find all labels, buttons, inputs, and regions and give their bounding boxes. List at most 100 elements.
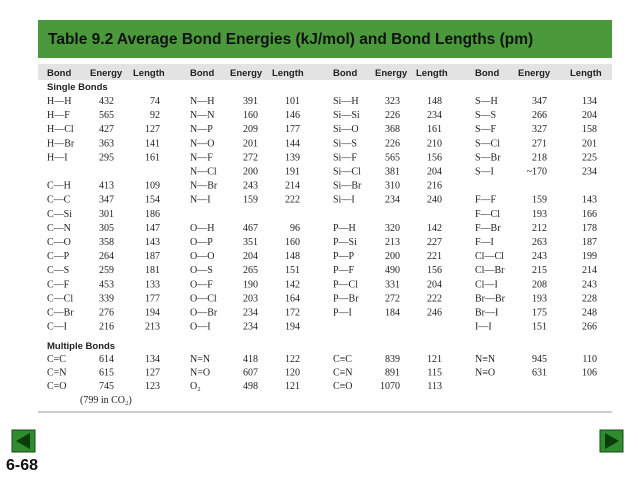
next-button[interactable] xyxy=(599,429,624,453)
length: 92 xyxy=(150,110,160,121)
length: 96 xyxy=(290,223,300,234)
bond: O—H xyxy=(190,223,214,234)
energy: 160 xyxy=(243,110,258,121)
length: 161 xyxy=(427,124,442,135)
length: 147 xyxy=(145,223,160,234)
prev-arrow[interactable] xyxy=(16,433,30,449)
energy: 339 xyxy=(99,293,114,304)
bond: P—P xyxy=(333,251,355,262)
bond: P—H xyxy=(333,223,356,234)
bond: F—Br xyxy=(475,223,501,234)
bond: H—I xyxy=(47,152,68,163)
bond: N≡N xyxy=(475,354,495,365)
energy: 607 xyxy=(243,368,258,379)
length: 222 xyxy=(427,293,442,304)
energy: 427 xyxy=(99,124,114,135)
energy: 193 xyxy=(532,293,547,304)
energy: 159 xyxy=(243,195,258,206)
length: 214 xyxy=(582,265,597,276)
length: 142 xyxy=(285,279,300,290)
bond: Cl—Cl xyxy=(475,251,504,262)
bond: Si—I xyxy=(333,195,355,206)
bond: Cl—I xyxy=(475,279,498,290)
length: 148 xyxy=(427,96,442,107)
length: 210 xyxy=(427,138,442,149)
length: 127 xyxy=(145,124,160,135)
energy: 347 xyxy=(532,96,547,107)
bond: Si—Br xyxy=(333,181,362,192)
bond: S—I xyxy=(475,167,494,178)
bond: C≡C xyxy=(333,354,352,365)
bond: O—S xyxy=(190,265,213,276)
note: (799 in CO₂) xyxy=(80,395,132,406)
length: 110 xyxy=(582,354,597,365)
bond: Si—Cl xyxy=(333,167,361,178)
energy: 271 xyxy=(532,138,547,149)
length: 246 xyxy=(427,308,442,319)
bond: N—Cl xyxy=(190,167,217,178)
prev-button[interactable] xyxy=(11,429,36,453)
length: 158 xyxy=(582,124,597,135)
bond: N—P xyxy=(190,124,213,135)
bond: C—Br xyxy=(47,308,74,319)
energy: 201 xyxy=(243,138,258,149)
energy: 320 xyxy=(385,223,400,234)
length: 133 xyxy=(145,279,160,290)
energy: 272 xyxy=(243,152,258,163)
bond: Cl—Br xyxy=(475,265,505,276)
energy: 216 xyxy=(99,322,114,333)
bond: Br—Br xyxy=(475,293,506,304)
length: 121 xyxy=(285,381,300,392)
length: 101 xyxy=(285,96,300,107)
length: 143 xyxy=(582,195,597,206)
energy: 615 xyxy=(99,368,114,379)
energy: 565 xyxy=(385,152,400,163)
length: 122 xyxy=(285,354,300,365)
next-arrow[interactable] xyxy=(605,433,619,449)
column-header: Energy xyxy=(230,68,263,79)
length: 234 xyxy=(582,167,597,178)
energy: 891 xyxy=(385,368,400,379)
energy: 208 xyxy=(532,279,547,290)
length: 166 xyxy=(582,209,597,220)
bond: Br—I xyxy=(475,308,498,319)
length: 178 xyxy=(582,223,597,234)
bond: C=N xyxy=(47,368,67,379)
length: 134 xyxy=(145,354,160,365)
bond: N—H xyxy=(190,96,214,107)
length: 181 xyxy=(145,265,160,276)
bond: C—F xyxy=(47,279,70,290)
bond: N—I xyxy=(190,195,211,206)
length: 106 xyxy=(582,368,597,379)
length: 177 xyxy=(145,293,160,304)
column-header: Energy xyxy=(375,68,408,79)
bond: F—Cl xyxy=(475,209,500,220)
energy: 347 xyxy=(99,195,114,206)
energy: 193 xyxy=(532,209,547,220)
bond: N—F xyxy=(190,152,213,163)
bond: Si—H xyxy=(333,96,359,107)
title: Table 9.2 Average Bond Energies (kJ/mol)… xyxy=(48,31,533,48)
bond: H—Cl xyxy=(47,124,74,135)
length: 144 xyxy=(285,138,300,149)
column-header: Bond xyxy=(47,68,71,79)
column-header: Energy xyxy=(90,68,123,79)
bond: Si—Si xyxy=(333,110,360,121)
energy: 358 xyxy=(99,237,114,248)
energy: 745 xyxy=(99,381,114,392)
length: 123 xyxy=(145,381,160,392)
energy: 565 xyxy=(99,110,114,121)
energy: 498 xyxy=(243,381,258,392)
bond: Si—F xyxy=(333,152,357,163)
length: 227 xyxy=(427,237,442,248)
length: 120 xyxy=(285,368,300,379)
bond: O—Cl xyxy=(190,293,217,304)
length: 243 xyxy=(582,279,597,290)
bond: O₂ xyxy=(190,381,201,392)
bond: S—H xyxy=(475,96,498,107)
length: 161 xyxy=(145,152,160,163)
bond: O—O xyxy=(190,251,214,262)
energy: 184 xyxy=(385,308,400,319)
length: 160 xyxy=(285,237,300,248)
